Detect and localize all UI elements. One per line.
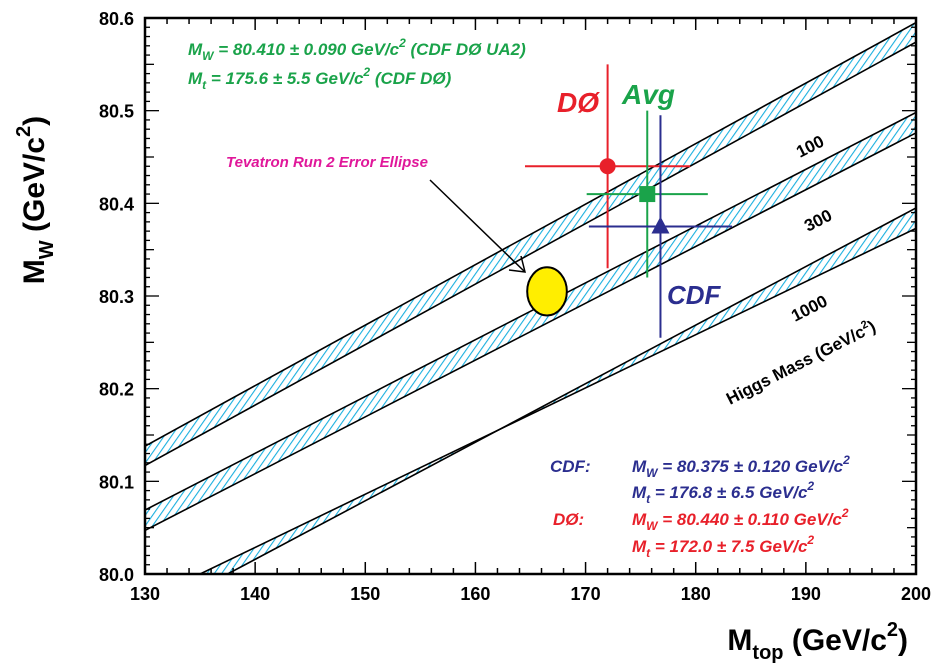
y-tick-label: 80.3 — [99, 287, 134, 307]
avg-mt-text: Mt = 175.6 ± 5.5 GeV/c2 (CDF DØ) — [188, 65, 452, 92]
y-tick-label: 80.4 — [99, 194, 134, 214]
series-label-avg: Avg — [621, 79, 675, 110]
higgs-bands — [145, 21, 916, 574]
y-tick-label: 80.5 — [99, 102, 134, 122]
x-tick-label: 190 — [791, 584, 821, 604]
y-axis-label: MW (GeV/c2) — [13, 116, 58, 284]
y-axis-ticks: 80.0 80.1 80.2 80.3 80.4 80.5 80.6 — [99, 9, 916, 585]
d0-legend-label: DØ: — [553, 510, 584, 529]
x-axis-ticks: 130 140 150 160 170 180 190 200 — [130, 18, 931, 604]
higgs-band-300-edge-0 — [145, 132, 916, 532]
x-axis-label: Mtop (GeV/c2) — [727, 619, 908, 664]
d0-mw-text: MW = 80.440 ± 0.110 GeV/c2 — [632, 506, 849, 533]
higgs-band-1000-edge-1 — [227, 207, 916, 574]
cdf-marker — [651, 216, 670, 234]
series-label-cdf: CDF — [667, 280, 722, 310]
band-label-100: 100 — [793, 132, 827, 162]
x-tick-label: 170 — [571, 584, 601, 604]
ellipse-label: Tevatron Run 2 Error Ellipse — [226, 154, 428, 171]
avg-marker — [639, 186, 656, 203]
y-tick-label: 80.6 — [99, 9, 134, 29]
y-tick-label: 80.1 — [99, 472, 134, 492]
measurement-points — [524, 64, 733, 338]
higgs-band-300-edge-1 — [145, 111, 916, 511]
y-tick-label: 80.0 — [99, 565, 134, 585]
avg-mw-text: MW = 80.410 ± 0.090 GeV/c2 (CDF DØ UA2) — [188, 36, 526, 63]
x-tick-label: 200 — [901, 584, 931, 604]
cdf-mt-text: Mt = 176.8 ± 6.5 GeV/c2 — [632, 479, 814, 506]
higgs-band-100-edge-1 — [145, 21, 916, 447]
x-tick-label: 180 — [681, 584, 711, 604]
d0-mt-text: Mt = 172.0 ± 7.5 GeV/c2 — [632, 533, 814, 560]
error-ellipse — [526, 266, 568, 317]
higgs-band-100 — [145, 22, 916, 466]
x-tick-label: 130 — [130, 584, 160, 604]
ellipse-arrow — [429, 179, 526, 273]
error-ellipse-layer — [526, 266, 568, 317]
higgs-band-100-edge-0 — [145, 41, 916, 467]
higgs-mass-label: Higgs Mass (GeV/c2) — [723, 316, 879, 409]
higgs-band-1000-edge-0 — [199, 227, 916, 574]
d0-marker — [599, 158, 616, 175]
cdf-mw-text: MW = 80.375 ± 0.120 GeV/c2 — [632, 453, 850, 480]
band-label-300: 300 — [801, 206, 835, 236]
band-label-1000: 1000 — [788, 291, 830, 325]
x-tick-label: 140 — [240, 584, 270, 604]
cdf-legend-label: CDF: — [550, 457, 591, 476]
y-tick-label: 80.2 — [99, 380, 134, 400]
series-label-d0: DØ — [557, 87, 600, 118]
higgs-band-300 — [145, 112, 916, 531]
x-tick-label: 150 — [350, 584, 380, 604]
x-tick-label: 160 — [460, 584, 490, 604]
